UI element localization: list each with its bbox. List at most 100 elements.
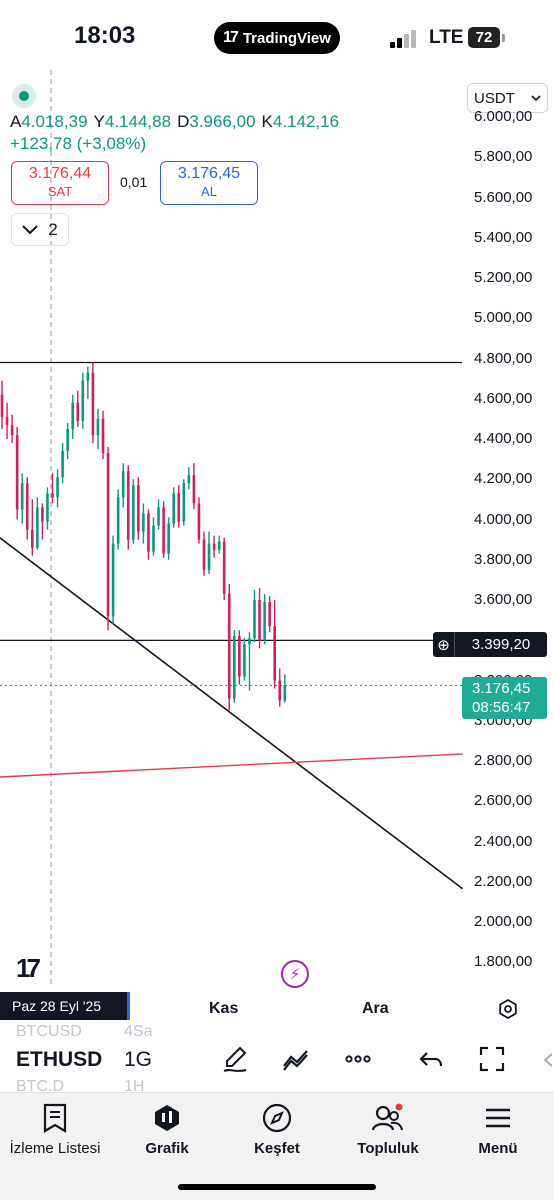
network-type: LTE (429, 27, 464, 48)
candle-body (101, 418, 105, 454)
price-tick: 4.400,00 (474, 430, 533, 447)
candle-body (132, 485, 135, 540)
candle-body (41, 507, 44, 522)
candle-body (20, 483, 24, 510)
signal-icon (390, 30, 416, 48)
nav-menu[interactable]: Menü (470, 1103, 526, 1157)
candle-body (268, 602, 271, 627)
price-tick: 4.200,00 (474, 470, 533, 488)
symbol-selector[interactable]: ETHUSD (16, 1048, 103, 1071)
support-line (0, 753, 463, 778)
candle-body (111, 543, 115, 617)
nav-explore[interactable]: Keşfet (246, 1103, 308, 1157)
candle-body (222, 541, 226, 594)
candle-body (263, 602, 266, 641)
downtrend-line (0, 536, 464, 890)
ohlc-high-key: Y (93, 112, 105, 131)
price-tick: 5.600,00 (474, 188, 533, 206)
candle-body (81, 380, 85, 421)
chevron-left-icon[interactable] (540, 1052, 554, 1068)
market-open-indicator[interactable] (12, 84, 36, 108)
candle-body (238, 636, 241, 677)
candle-body (106, 453, 110, 617)
drawing-brush-icon[interactable] (220, 1044, 250, 1074)
candle-body (71, 402, 74, 429)
tradingview-pill-label: TradingView (242, 29, 331, 47)
candle-body (177, 493, 181, 522)
candle-body (15, 434, 19, 510)
candle-body (5, 416, 9, 425)
crosshair-price-label[interactable]: ⊕ 3.399,20 (433, 632, 547, 657)
bar-countdown: 08:56:47 (472, 699, 531, 716)
candle-body (0, 394, 4, 417)
sell-label: SAT (47, 184, 73, 199)
candle-body (36, 507, 39, 548)
price-tick: 2.600,00 (474, 792, 533, 810)
tradingview-pill[interactable]: 17 TradingView (214, 22, 340, 54)
price-chart[interactable] (0, 70, 554, 988)
candle-body (126, 471, 130, 540)
candle-body (187, 475, 191, 484)
time-label-ara: Ara (362, 1000, 389, 1017)
price-tick: 1.800,00 (474, 953, 533, 971)
indicators-toggle-button[interactable]: 2 (11, 213, 69, 246)
currency-select[interactable]: USDT (467, 83, 548, 113)
ghost-interval-top: 4Sa (124, 1023, 153, 1040)
menu-icon (486, 1108, 510, 1128)
indicator-count: 2 (48, 219, 58, 239)
ohlc-close-key: K (261, 112, 273, 131)
more-icon[interactable] (343, 1044, 373, 1074)
candle-body (121, 471, 125, 498)
buy-label: AL (201, 184, 217, 199)
nav-watchlist-label: İzleme Listesi (9, 1140, 101, 1157)
ghost-symbol-bottom: BTC.D (16, 1078, 64, 1095)
price-tick: 5.800,00 (474, 148, 533, 166)
price-tick: 4.000,00 (474, 510, 533, 528)
candle-body (25, 483, 29, 530)
nav-watchlist[interactable]: İzleme Listesi (6, 1103, 104, 1157)
buy-button[interactable]: 3.176,45 AL (160, 161, 258, 205)
nav-community[interactable]: Topluluk (352, 1103, 424, 1157)
currency-value: USDT (474, 89, 515, 107)
crosshair-date-label: Paz 28 Eyl '25 (0, 992, 130, 1020)
crosshair-price: 3.399,20 (471, 636, 531, 653)
candle-body (167, 523, 170, 554)
fullscreen-icon[interactable] (477, 1044, 507, 1074)
price-tick: 6.000,00 (474, 108, 533, 125)
nav-chart[interactable]: Grafik (132, 1103, 202, 1157)
indicators-icon[interactable] (281, 1044, 311, 1074)
candle-body (182, 483, 186, 522)
battery-icon: 72 (468, 27, 500, 48)
candle-body (197, 503, 201, 540)
price-tick: 2.800,00 (474, 752, 533, 769)
sell-button[interactable]: 3.176,44 SAT (11, 161, 109, 205)
candle-body (283, 685, 287, 701)
candle-body (202, 539, 206, 570)
add-alert-icon[interactable]: ⊕ (433, 632, 455, 657)
candle-body (51, 493, 54, 498)
nav-chart-label: Grafik (145, 1140, 189, 1157)
candle-body (227, 593, 231, 699)
price-tick: 2.000,00 (474, 913, 533, 930)
candle-body (207, 543, 211, 570)
candle-body (243, 644, 246, 677)
candle-body (76, 402, 80, 421)
interval-selector[interactable]: 1G (124, 1048, 153, 1071)
candle-body (91, 372, 95, 435)
watchlist-icon (43, 1103, 67, 1133)
chart-settings-icon[interactable] (496, 997, 520, 1021)
chevron-down-icon (531, 94, 541, 101)
candle-body (31, 529, 34, 548)
price-tick: 3.800,00 (474, 550, 533, 568)
price-tick: 3.600,00 (474, 591, 533, 608)
ohlc-open-key: A (10, 112, 22, 131)
nav-menu-label: Menü (478, 1140, 518, 1157)
price-tick: 5.200,00 (474, 269, 533, 286)
home-indicator (178, 1184, 376, 1190)
price-tick: 2.200,00 (474, 872, 533, 890)
lightning-icon[interactable]: ⚡ (281, 960, 309, 988)
undo-icon[interactable] (416, 1044, 446, 1074)
price-tick: 4.600,00 (474, 389, 533, 407)
candle-body (212, 543, 216, 550)
